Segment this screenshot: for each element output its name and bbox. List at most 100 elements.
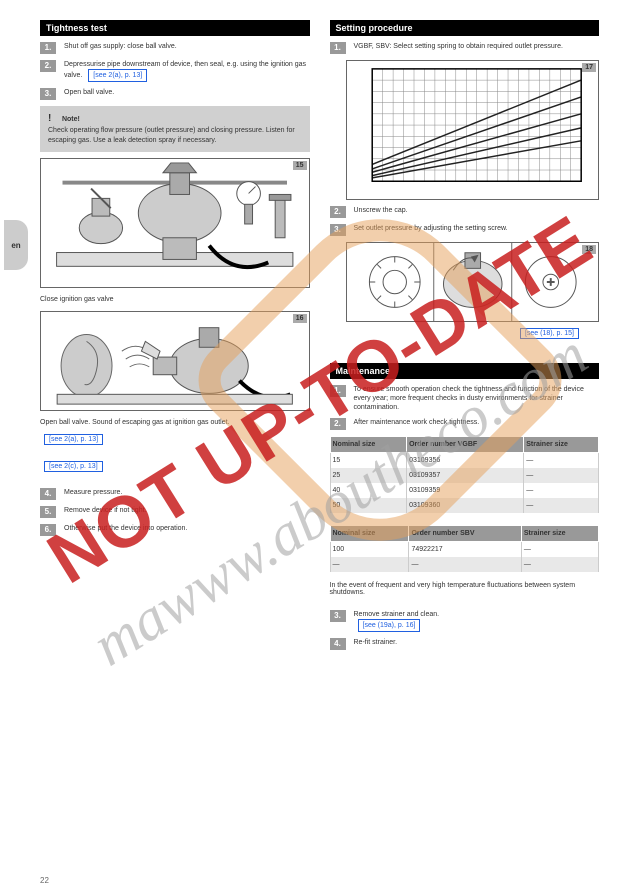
exclamation-icon: ! [48, 112, 60, 126]
r-step-1: 1. VGBF, SBV: Select setting spring to o… [330, 42, 600, 54]
table-row: ——— [330, 557, 599, 572]
step-number: 3. [330, 610, 346, 622]
step-number: 1. [40, 42, 56, 54]
table-cell: 40 [330, 483, 407, 498]
r-step-3: 3. Set outlet pressure by adjusting the … [330, 224, 600, 236]
step-number: 2. [330, 418, 346, 430]
cross-ref[interactable]: [see 2(a), p. 13] [44, 434, 103, 445]
step-1: 1. Shut off gas supply: close ball valve… [40, 42, 310, 54]
step-number: 5. [40, 506, 56, 518]
step-text: Set outlet pressure by adjusting the set… [354, 224, 600, 233]
table-header: Strainer size [521, 526, 598, 542]
table-cell: — [521, 557, 598, 572]
step-3: 3. Open ball valve. [40, 88, 310, 100]
page-number: 22 [40, 876, 49, 885]
table-cell: — [524, 483, 599, 498]
section-heading-setting: Setting procedure [330, 20, 600, 36]
table-row: 10074922217— [330, 542, 599, 558]
step-number: 3. [330, 224, 346, 236]
language-tab: en [4, 220, 28, 270]
table-cell: 15 [330, 453, 407, 469]
table-header-row: Nominal size Order number VGBF Strainer … [330, 437, 599, 453]
figure-label: 16 [293, 314, 307, 323]
table-cell: — [409, 557, 521, 572]
table-cell: — [524, 498, 599, 513]
table-footnote: In the event of frequent and very high t… [330, 582, 600, 596]
table-cell: — [330, 557, 409, 572]
content-columns: Tightness test 1. Shut off gas supply: c… [40, 20, 599, 650]
figure-16-caption: Open ball valve. Sound of escaping gas a… [40, 419, 310, 426]
language-code: en [11, 241, 20, 250]
step-number: 2. [40, 60, 56, 72]
table-cell: 50 [330, 498, 407, 513]
cross-ref[interactable]: [see 2(a), p. 13] [88, 69, 147, 82]
table-cell: 74922217 [409, 542, 521, 558]
section-heading-tightness: Tightness test [40, 20, 310, 36]
m-step-3: 3. Remove strainer and clean. [see (19a)… [330, 610, 600, 632]
screw-diagram [347, 243, 599, 321]
step-number: 3. [40, 88, 56, 100]
cross-ref[interactable]: [see (19a), p. 16] [358, 619, 421, 632]
table-cell: 03109360 [407, 498, 524, 513]
step-number: 6. [40, 524, 56, 536]
regulator-diagram [41, 159, 309, 287]
table-header: Nominal size [330, 437, 407, 453]
table-sbv: Nominal size Order number SBV Strainer s… [330, 525, 600, 572]
document-page: en Tightness test 1. Shut off gas supply… [0, 0, 629, 893]
step-text: Depressurise pipe downstream of device, … [64, 60, 310, 82]
heading-text: Setting procedure [336, 23, 413, 33]
step-text: Shut off gas supply: close ball valve. [64, 42, 310, 51]
step-text: VGBF, SBV: Select setting spring to obta… [354, 42, 600, 51]
cross-ref[interactable]: [see 2(c), p. 13] [44, 461, 103, 472]
heading-text: Maintenance [336, 366, 391, 376]
table-row: 1503109356— [330, 453, 599, 469]
step-text: Measure pressure. [64, 488, 310, 497]
table-header: Strainer size [524, 437, 599, 453]
figure-15-caption: Close ignition gas valve [40, 296, 310, 303]
figure-label: 15 [293, 161, 307, 170]
step-2: 2. Depressurise pipe downstream of devic… [40, 60, 310, 82]
figure-label: 18 [582, 245, 596, 254]
table-row: 5003109360— [330, 498, 599, 513]
step-6: 6. Otherwise put the device into operati… [40, 524, 310, 536]
figure-label: 17 [582, 63, 596, 72]
table-cell: 03109357 [407, 468, 524, 483]
step-5: 5. Remove device if not tight. [40, 506, 310, 518]
step-text: Remove strainer and clean. [see (19a), p… [354, 610, 600, 632]
table-header: Order number VGBF [407, 437, 524, 453]
table-cell: — [524, 453, 599, 469]
m-step-2: 2. After maintenance work check tightnes… [330, 418, 600, 430]
figure-17-chart: 17 [346, 60, 600, 200]
r-step-2: 2. Unscrew the cap. [330, 206, 600, 218]
table-header: Order number SBV [409, 526, 521, 542]
table-header: Nominal size [330, 526, 409, 542]
step-4: 4. Measure pressure. [40, 488, 310, 500]
spring-chart [347, 61, 599, 199]
step-text: Open ball valve. [64, 88, 310, 97]
step-text: Otherwise put the device into operation. [64, 524, 310, 533]
cross-ref[interactable]: [see (18), p. 15] [520, 328, 579, 339]
section-heading-maintenance: Maintenance [330, 363, 600, 379]
note-title: Note! [62, 116, 80, 123]
heading-text: Tightness test [46, 23, 107, 33]
step-number: 4. [40, 488, 56, 500]
figure-16: 16 [40, 311, 310, 411]
figure-15: 15 [40, 158, 310, 288]
table-cell: 25 [330, 468, 407, 483]
figure-18: 18 [346, 242, 600, 322]
note-body: Check operating flow pressure (outlet pr… [48, 126, 302, 146]
step-number: 1. [330, 42, 346, 54]
note-box: ! Note! Check operating flow pressure (o… [40, 106, 310, 152]
ear-diagram [41, 312, 309, 410]
m-step-4: 4. Re-fit strainer. [330, 638, 600, 650]
table-cell: — [521, 542, 598, 558]
step-text: After maintenance work check tightness. [354, 418, 600, 427]
table-vgbf: Nominal size Order number VGBF Strainer … [330, 436, 600, 513]
step-text: Unscrew the cap. [354, 206, 600, 215]
step-text: Remove device if not tight. [64, 506, 310, 515]
table-cell: 100 [330, 542, 409, 558]
table-header-row: Nominal size Order number SBV Strainer s… [330, 526, 599, 542]
left-column: Tightness test 1. Shut off gas supply: c… [40, 20, 310, 650]
step-number: 2. [330, 206, 346, 218]
step-number: 1. [330, 385, 346, 397]
